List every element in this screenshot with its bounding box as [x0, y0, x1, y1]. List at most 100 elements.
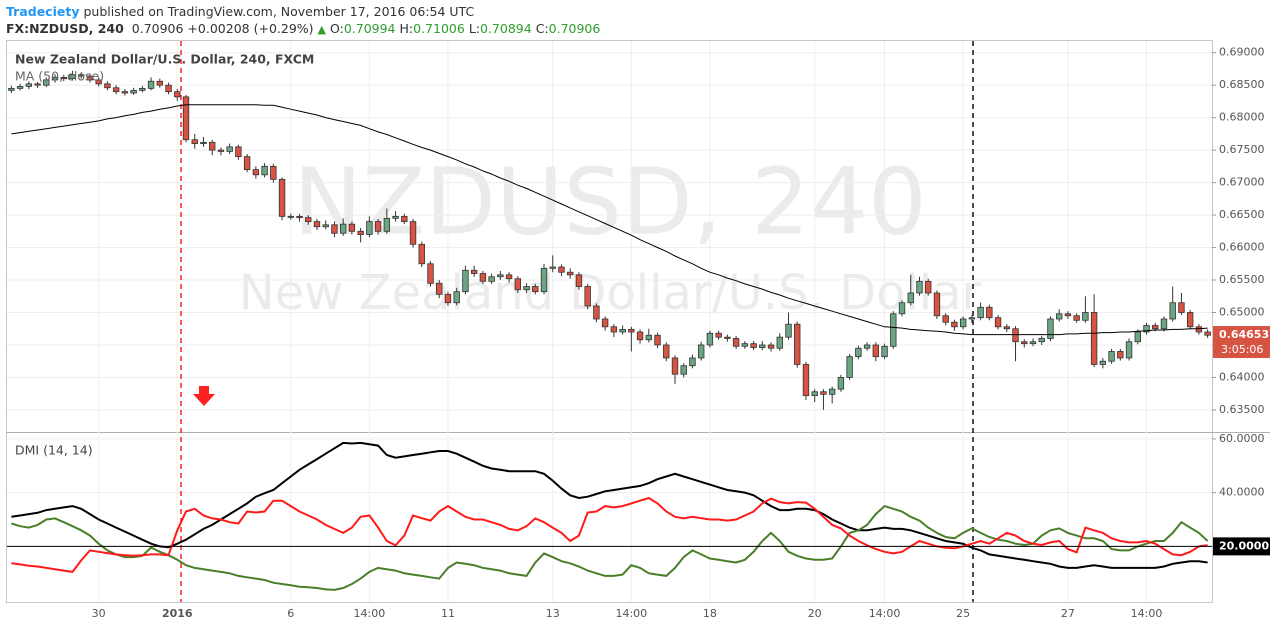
candle-up [25, 83, 33, 87]
candle-down [663, 344, 670, 359]
candle-up [200, 141, 207, 145]
candle-up [366, 221, 373, 235]
frame [6, 40, 1213, 603]
candle-up [69, 74, 76, 80]
candle-down [567, 271, 574, 276]
candle-up [339, 223, 347, 234]
x-tick-label: 2016 [162, 607, 193, 620]
candle-down [715, 332, 722, 338]
candle-down [1012, 328, 1019, 343]
candle-up [645, 334, 652, 341]
candle-down [1186, 312, 1194, 328]
candle-down [925, 280, 932, 294]
y-tick-label: 0.69000 [1219, 46, 1265, 59]
candle-down [514, 278, 522, 291]
y-tick-label: 40.0000 [1219, 486, 1265, 499]
candle-down [767, 344, 775, 349]
candle-up [959, 318, 967, 328]
candle-up [968, 317, 976, 320]
candle-down [532, 286, 539, 293]
y-tick-label: 0.67500 [1219, 143, 1265, 156]
candle-down [418, 243, 425, 265]
ohlc-label: H: [399, 21, 414, 36]
candle-down [427, 263, 434, 284]
candle-up [462, 269, 469, 293]
candle-down [732, 338, 740, 347]
candle-up [139, 88, 146, 91]
candle-up [43, 79, 50, 86]
x-tick-label: 14:00 [615, 607, 647, 620]
x-tick-label: 11 [441, 607, 455, 620]
candle-down [942, 315, 949, 323]
candle-down [112, 87, 120, 93]
ohlc-label: O: [329, 21, 344, 36]
candle-down [994, 317, 1002, 328]
candle-down [243, 156, 251, 171]
candle-down [1204, 331, 1211, 336]
candle-down [951, 321, 958, 328]
candle-up [977, 306, 984, 319]
series-line [11, 104, 1208, 336]
candle-down [270, 165, 277, 180]
y-tick-label: 60.0000 [1219, 432, 1265, 445]
candle-up [383, 217, 391, 232]
candle-down [78, 74, 85, 77]
candle-down [313, 221, 321, 228]
candle-up [785, 323, 792, 338]
price-label: 0.64653 [1219, 328, 1269, 341]
candle-up [1160, 318, 1168, 330]
candle-up [697, 344, 705, 359]
x-tick-label: 6 [287, 607, 294, 620]
candle-down [182, 96, 190, 141]
candle-down [1178, 302, 1185, 313]
candle-down [558, 266, 565, 273]
candle-up [846, 356, 853, 378]
candle-up [8, 88, 15, 91]
candle-up [855, 347, 862, 358]
candle-down [444, 293, 452, 304]
chart-title: New Zealand Dollar/U.S. Dollar, 240, FXC… [15, 52, 314, 67]
price-tag [1213, 326, 1270, 359]
candle-up [1047, 318, 1054, 339]
candle-up [226, 146, 233, 152]
candle-down [357, 230, 364, 235]
x-tick-label: 30 [92, 607, 106, 620]
candle-up [392, 215, 399, 219]
candle-up [1134, 331, 1141, 343]
candle-down [1090, 312, 1098, 365]
candle-up [1055, 313, 1063, 320]
candle-down [95, 79, 102, 85]
y-tick-label: 0.65500 [1219, 273, 1265, 286]
candle-up [1108, 351, 1115, 362]
candle-down [235, 146, 242, 158]
candle-up [1143, 325, 1150, 333]
x-tick-label: 25 [956, 607, 970, 620]
y-tick-label: 0.68000 [1219, 111, 1265, 124]
candle-up [916, 280, 923, 294]
ohlc: O:0.70994 H:0.71006 L:0.70894 C:0.70906 [330, 21, 600, 36]
candle-down [1064, 313, 1072, 317]
candle-down [470, 269, 478, 274]
author[interactable]: Tradeciety [6, 4, 80, 19]
candle-down [436, 282, 443, 295]
candle-down [584, 286, 591, 307]
candle-down [933, 292, 941, 317]
y-tick-label: 0.66000 [1219, 241, 1265, 254]
candle-up [881, 345, 888, 358]
candle-up [287, 215, 294, 218]
candle-up [540, 267, 548, 293]
candle-down [104, 83, 111, 89]
candle-down [610, 326, 618, 333]
ohlc-label: C: [535, 21, 549, 36]
candle-down [60, 76, 67, 80]
candle-down [348, 223, 356, 232]
candle-up [322, 224, 329, 228]
ohlc-value: 0.70906 [548, 21, 601, 36]
candle-down [479, 273, 487, 282]
candle-down [278, 178, 286, 217]
candle-up [890, 313, 897, 347]
candle-down [1021, 341, 1028, 345]
candle-up [1099, 360, 1107, 365]
